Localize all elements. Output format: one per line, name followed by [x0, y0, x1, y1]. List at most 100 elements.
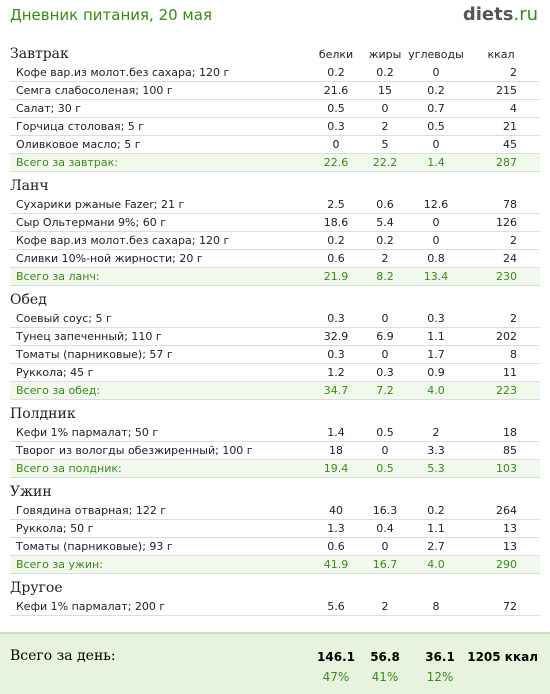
nutrient-value: 0: [381, 312, 389, 325]
nutrient-value: 0.5: [376, 462, 394, 475]
page-title: Дневник питания, 20 мая: [10, 6, 212, 24]
nutrient-value: 0.2: [376, 66, 394, 79]
nutrient-value: 0.5: [427, 120, 445, 133]
nutrient-value: 2.7: [427, 540, 445, 553]
nutrient-value: 1.4: [427, 156, 445, 169]
food-row: Тунец запеченный; 110 г 32.9 6.9 1.1 202: [10, 328, 540, 346]
nutrient-value: 1.7: [427, 348, 445, 361]
food-row: Кофе вар.из молот.без сахара; 120 г 0.2 0.…: [10, 232, 540, 250]
food-name: Сливки 10%-ной жирности; 20 г: [16, 252, 203, 265]
nutrient-value: 0.7: [427, 102, 445, 115]
day-total-value: 146.1: [317, 650, 355, 664]
nutrient-value: 0: [432, 234, 440, 247]
food-row: Томаты (парниковые); 93 г 0.6 0 2.7 13: [10, 538, 540, 556]
nutrient-value: 0.3: [327, 348, 345, 361]
nutrient-value: 0.4: [376, 522, 394, 535]
nutrient-value: 2: [381, 120, 389, 133]
food-name: Кофе вар.из молот.без сахара; 120 г: [16, 234, 230, 247]
food-row: Кефи 1% пармалат; 200 г 5.6 2 8 72: [10, 598, 540, 616]
nutrient-value: 0.2: [427, 504, 445, 517]
nutrient-value: 1.4: [327, 426, 345, 439]
total-row: Всего за ланч: 21.9 8.2 13.4 230: [10, 268, 540, 286]
logo[interactable]: diets.ru: [463, 4, 538, 25]
nutrient-value: 2: [381, 600, 389, 613]
food-name: Салат; 30 г: [16, 102, 82, 115]
food-row: Оливковое масло; 5 г 0 5 0 45: [10, 136, 540, 154]
column-header: жиры: [368, 48, 402, 61]
kcal-value: 85: [503, 444, 517, 457]
nutrient-value: 16.7: [372, 558, 398, 571]
nutrient-value: 0: [381, 540, 389, 553]
nutrient-value: 0: [432, 138, 440, 151]
section-title: Ланч: [10, 178, 49, 194]
kcal-value: 78: [503, 198, 517, 211]
kcal-value: 18: [503, 426, 517, 439]
food-row: Сливки 10%-ной жирности; 20 г 0.6 2 0.8 24: [10, 250, 540, 268]
food-name: Сухарики ржаные Fazer; 21 г: [16, 198, 185, 211]
food-name: Томаты (парниковые); 93 г: [16, 540, 173, 553]
nutrient-value: 0: [381, 444, 389, 457]
nutrient-value: 0.2: [327, 66, 345, 79]
nutrient-value: 0.2: [327, 234, 345, 247]
nutrient-value: 12.6: [423, 198, 449, 211]
food-name: Соевый соус; 5 г: [16, 312, 112, 325]
section-title: Ужин: [10, 484, 52, 500]
nutrient-value: 0.5: [376, 426, 394, 439]
day-total-value: 36.1: [425, 650, 455, 664]
nutrient-value: 1.1: [427, 330, 445, 343]
section-title: Полдник: [10, 406, 76, 422]
nutrient-value: 13.4: [423, 270, 449, 283]
food-name: Руккола; 45 г: [16, 366, 94, 379]
total-label: Всего за ланч:: [16, 270, 100, 283]
total-row: Всего за обед: 34.7 7.2 4.0 223: [10, 382, 540, 400]
nutrient-value: 6.9: [376, 330, 394, 343]
kcal-value: 290: [496, 558, 517, 571]
food-name: Говядина отварная; 122 г: [16, 504, 167, 517]
kcal-value: 126: [496, 216, 517, 229]
food-name: Тунец запеченный; 110 г: [16, 330, 162, 343]
kcal-value: 264: [496, 504, 517, 517]
total-label: Всего за ужин:: [16, 558, 103, 571]
column-header: ккал: [487, 48, 515, 61]
nutrient-value: 0.6: [376, 198, 394, 211]
day-total: Всего за день: 146.1 56.8 36.1 1205 ккал 47% 4…: [0, 632, 550, 694]
nutrient-value: 7.2: [376, 384, 394, 397]
column-header: белки: [318, 48, 354, 61]
food-row: Семга слабосоленая; 100 г 21.6 15 0.2 215: [10, 82, 540, 100]
nutrient-value: 1.3: [327, 522, 345, 535]
nutrient-value: 22.6: [323, 156, 349, 169]
nutrient-value: 5.4: [376, 216, 394, 229]
section-title: Обед: [10, 292, 47, 308]
nutrient-value: 21.9: [323, 270, 349, 283]
kcal-value: 11: [503, 366, 517, 379]
kcal-value: 45: [503, 138, 517, 151]
food-row: Салат; 30 г 0.5 0 0.7 4: [10, 100, 540, 118]
nutrient-value: 4.0: [427, 558, 445, 571]
kcal-value: 72: [503, 600, 517, 613]
logo-main: diets: [462, 4, 514, 25]
nutrient-value: 0.3: [376, 366, 394, 379]
logo-tld: .ru: [513, 4, 538, 25]
nutrient-value: 3.3: [427, 444, 445, 457]
nutrient-value: 2: [381, 252, 389, 265]
total-label: Всего за обед:: [16, 384, 101, 397]
food-name: Сыр Ольтермани 9%; 60 г: [16, 216, 166, 229]
section-title: Завтрак: [10, 46, 69, 62]
nutrient-value: 5: [381, 138, 389, 151]
kcal-value: 13: [503, 540, 517, 553]
nutrient-value: 0: [432, 66, 440, 79]
nutrient-value: 22.2: [372, 156, 398, 169]
nutrient-value: 0.3: [427, 312, 445, 325]
nutrient-value: 0.3: [327, 312, 345, 325]
food-row: Томаты (парниковые); 57 г 0.3 0 1.7 8: [10, 346, 540, 364]
nutrient-value: 1.2: [327, 366, 345, 379]
nutrient-value: 5.3: [427, 462, 445, 475]
section-title: Другое: [10, 580, 63, 596]
food-row: Кофе вар.из молот.без сахара; 120 г 0.2 0.…: [10, 64, 540, 82]
kcal-value: 13: [503, 522, 517, 535]
kcal-value: 2: [510, 312, 517, 325]
food-row: Творог из вологды обезжиренный; 100 г 18 0…: [10, 442, 540, 460]
nutrient-value: 0: [332, 138, 340, 151]
food-row: Сыр Ольтермани 9%; 60 г 18.6 5.4 0 126: [10, 214, 540, 232]
